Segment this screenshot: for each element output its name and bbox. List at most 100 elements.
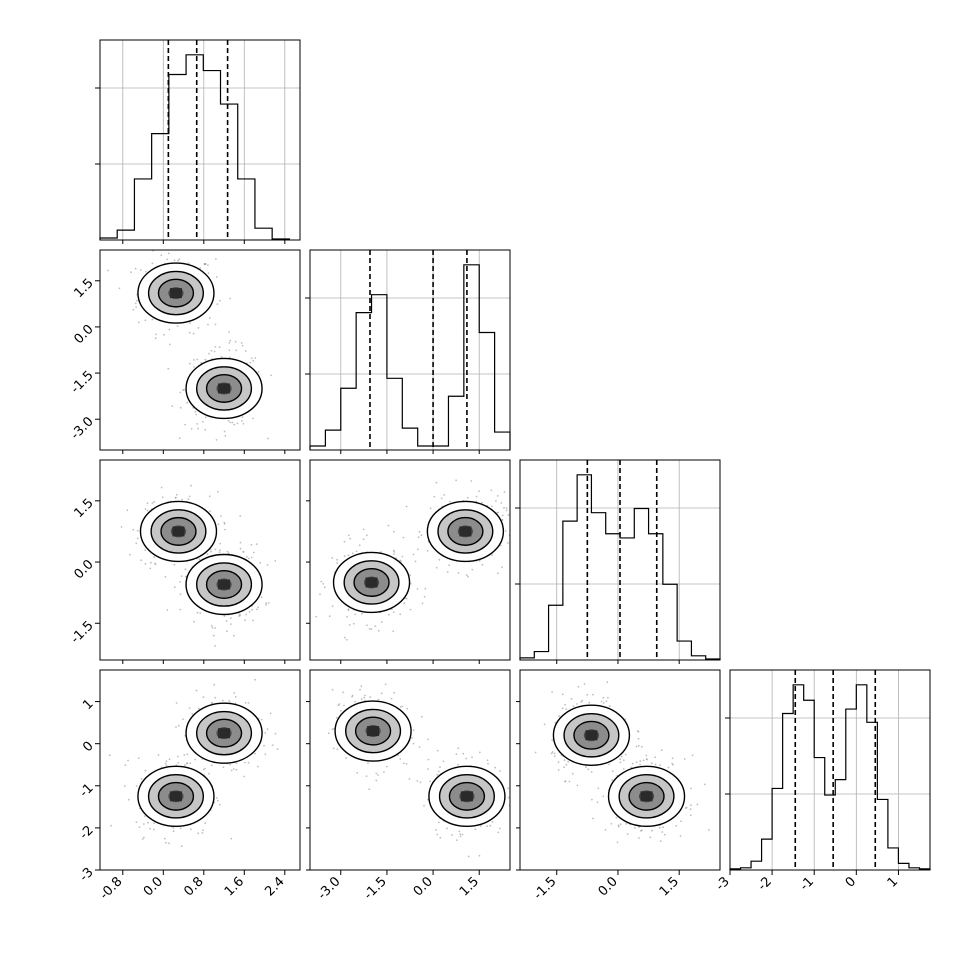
scatter-point (230, 837, 233, 840)
scatter-point (203, 454, 205, 456)
panel-frame (309, 669, 511, 871)
scatter-point (212, 634, 215, 637)
scatter-point (214, 627, 217, 629)
scatter-point (199, 612, 202, 614)
scatter-point (191, 713, 194, 715)
y-tick-label-x3-0: 1 (80, 697, 96, 713)
scatter-point (708, 829, 710, 831)
scatter-point (168, 328, 171, 331)
scatter-point (443, 494, 446, 496)
scatter-point (576, 784, 579, 787)
scatter-point (406, 707, 409, 710)
x-tick-label-x2-1: 0.0 (596, 874, 621, 899)
scatter-point (218, 803, 221, 806)
contour-line-1 (195, 366, 253, 411)
scatter-point (558, 715, 561, 717)
scatter-point (129, 553, 131, 556)
scatter-point (498, 827, 501, 830)
scatter-point (611, 779, 613, 781)
scatter-point (215, 797, 218, 799)
scatter-point (435, 481, 438, 484)
scatter-point (239, 547, 242, 550)
scatter-point (264, 732, 267, 734)
scatter-point (235, 762, 238, 765)
scatter-point (202, 768, 205, 771)
scatter-point (244, 619, 247, 621)
scatter-point (180, 575, 183, 577)
scatter-point (439, 836, 442, 839)
scatter-point (501, 519, 504, 521)
scatter-point (465, 757, 468, 760)
scatter-point (619, 823, 622, 826)
scatter-point (690, 804, 692, 807)
scatter-point (108, 754, 111, 757)
scatter-point (401, 705, 404, 708)
scatter-point (399, 758, 402, 760)
scatter-point (635, 745, 638, 748)
scatter-point (234, 340, 237, 343)
scatter-point (437, 821, 440, 824)
scatter-point (565, 708, 568, 710)
scatter-point (408, 778, 411, 780)
scatter-point (127, 798, 130, 801)
scatter-point (197, 326, 200, 329)
scatter-point (161, 496, 164, 499)
scatter-point (151, 318, 154, 321)
histogram-step-x1 (309, 264, 511, 450)
scatter-point (245, 613, 248, 616)
panel-frame (99, 669, 301, 871)
scatter-point (145, 270, 147, 273)
y-tick-label-x1-3: -3.0 (68, 414, 97, 443)
scatter-point (228, 356, 231, 359)
scatter-point (361, 612, 363, 615)
x-tick-label-x1-1: -1.5 (361, 874, 390, 903)
scatter-point (645, 754, 648, 757)
scatter-point (224, 434, 227, 437)
scatter-point (132, 308, 135, 311)
x-tick-label-x0-0: -0.8 (97, 874, 126, 903)
scatter-point (349, 537, 352, 540)
scatter-point (427, 738, 429, 741)
scatter-point (446, 827, 448, 830)
scatter-point (340, 709, 342, 712)
scatter-point (696, 803, 699, 806)
x-tick-label-x0-1: 0.0 (141, 874, 166, 899)
scatter-point (229, 763, 231, 766)
scatter-point (412, 729, 415, 732)
density-peak (460, 791, 473, 802)
scatter-point (572, 705, 575, 708)
scatter-point (233, 692, 236, 694)
scatter-point (224, 528, 227, 531)
scatter-point (219, 542, 222, 545)
scatter-point (166, 258, 169, 261)
scatter-point (208, 772, 211, 775)
scatter-point (446, 571, 449, 573)
contour-line-2 (448, 781, 486, 811)
scatter-point (383, 771, 385, 773)
scatter-point (202, 420, 204, 423)
scatter-point (191, 247, 193, 249)
scatter-point (257, 606, 259, 609)
scatter-point (504, 530, 507, 532)
scatter-point (671, 762, 674, 765)
scatter-point (366, 624, 368, 627)
scatter-point (194, 410, 197, 413)
scatter-point (178, 437, 181, 440)
scatter-point (241, 344, 244, 347)
scatter-point (375, 779, 378, 782)
scatter-point (149, 827, 152, 830)
scatter-point (374, 625, 377, 627)
joint-panel-x2-x3 (519, 669, 721, 871)
scatter-point (501, 514, 504, 517)
scatter-point (637, 737, 640, 740)
scatter-point (427, 768, 429, 770)
scatter-point (235, 768, 238, 771)
scatter-point (195, 689, 198, 692)
scatter-point (168, 842, 170, 845)
scatter-point (228, 341, 231, 344)
scatter-point (455, 479, 457, 482)
scatter-point (137, 321, 140, 324)
scatter-point (596, 801, 599, 804)
scatter-point (390, 697, 393, 700)
scatter-point (366, 534, 368, 537)
